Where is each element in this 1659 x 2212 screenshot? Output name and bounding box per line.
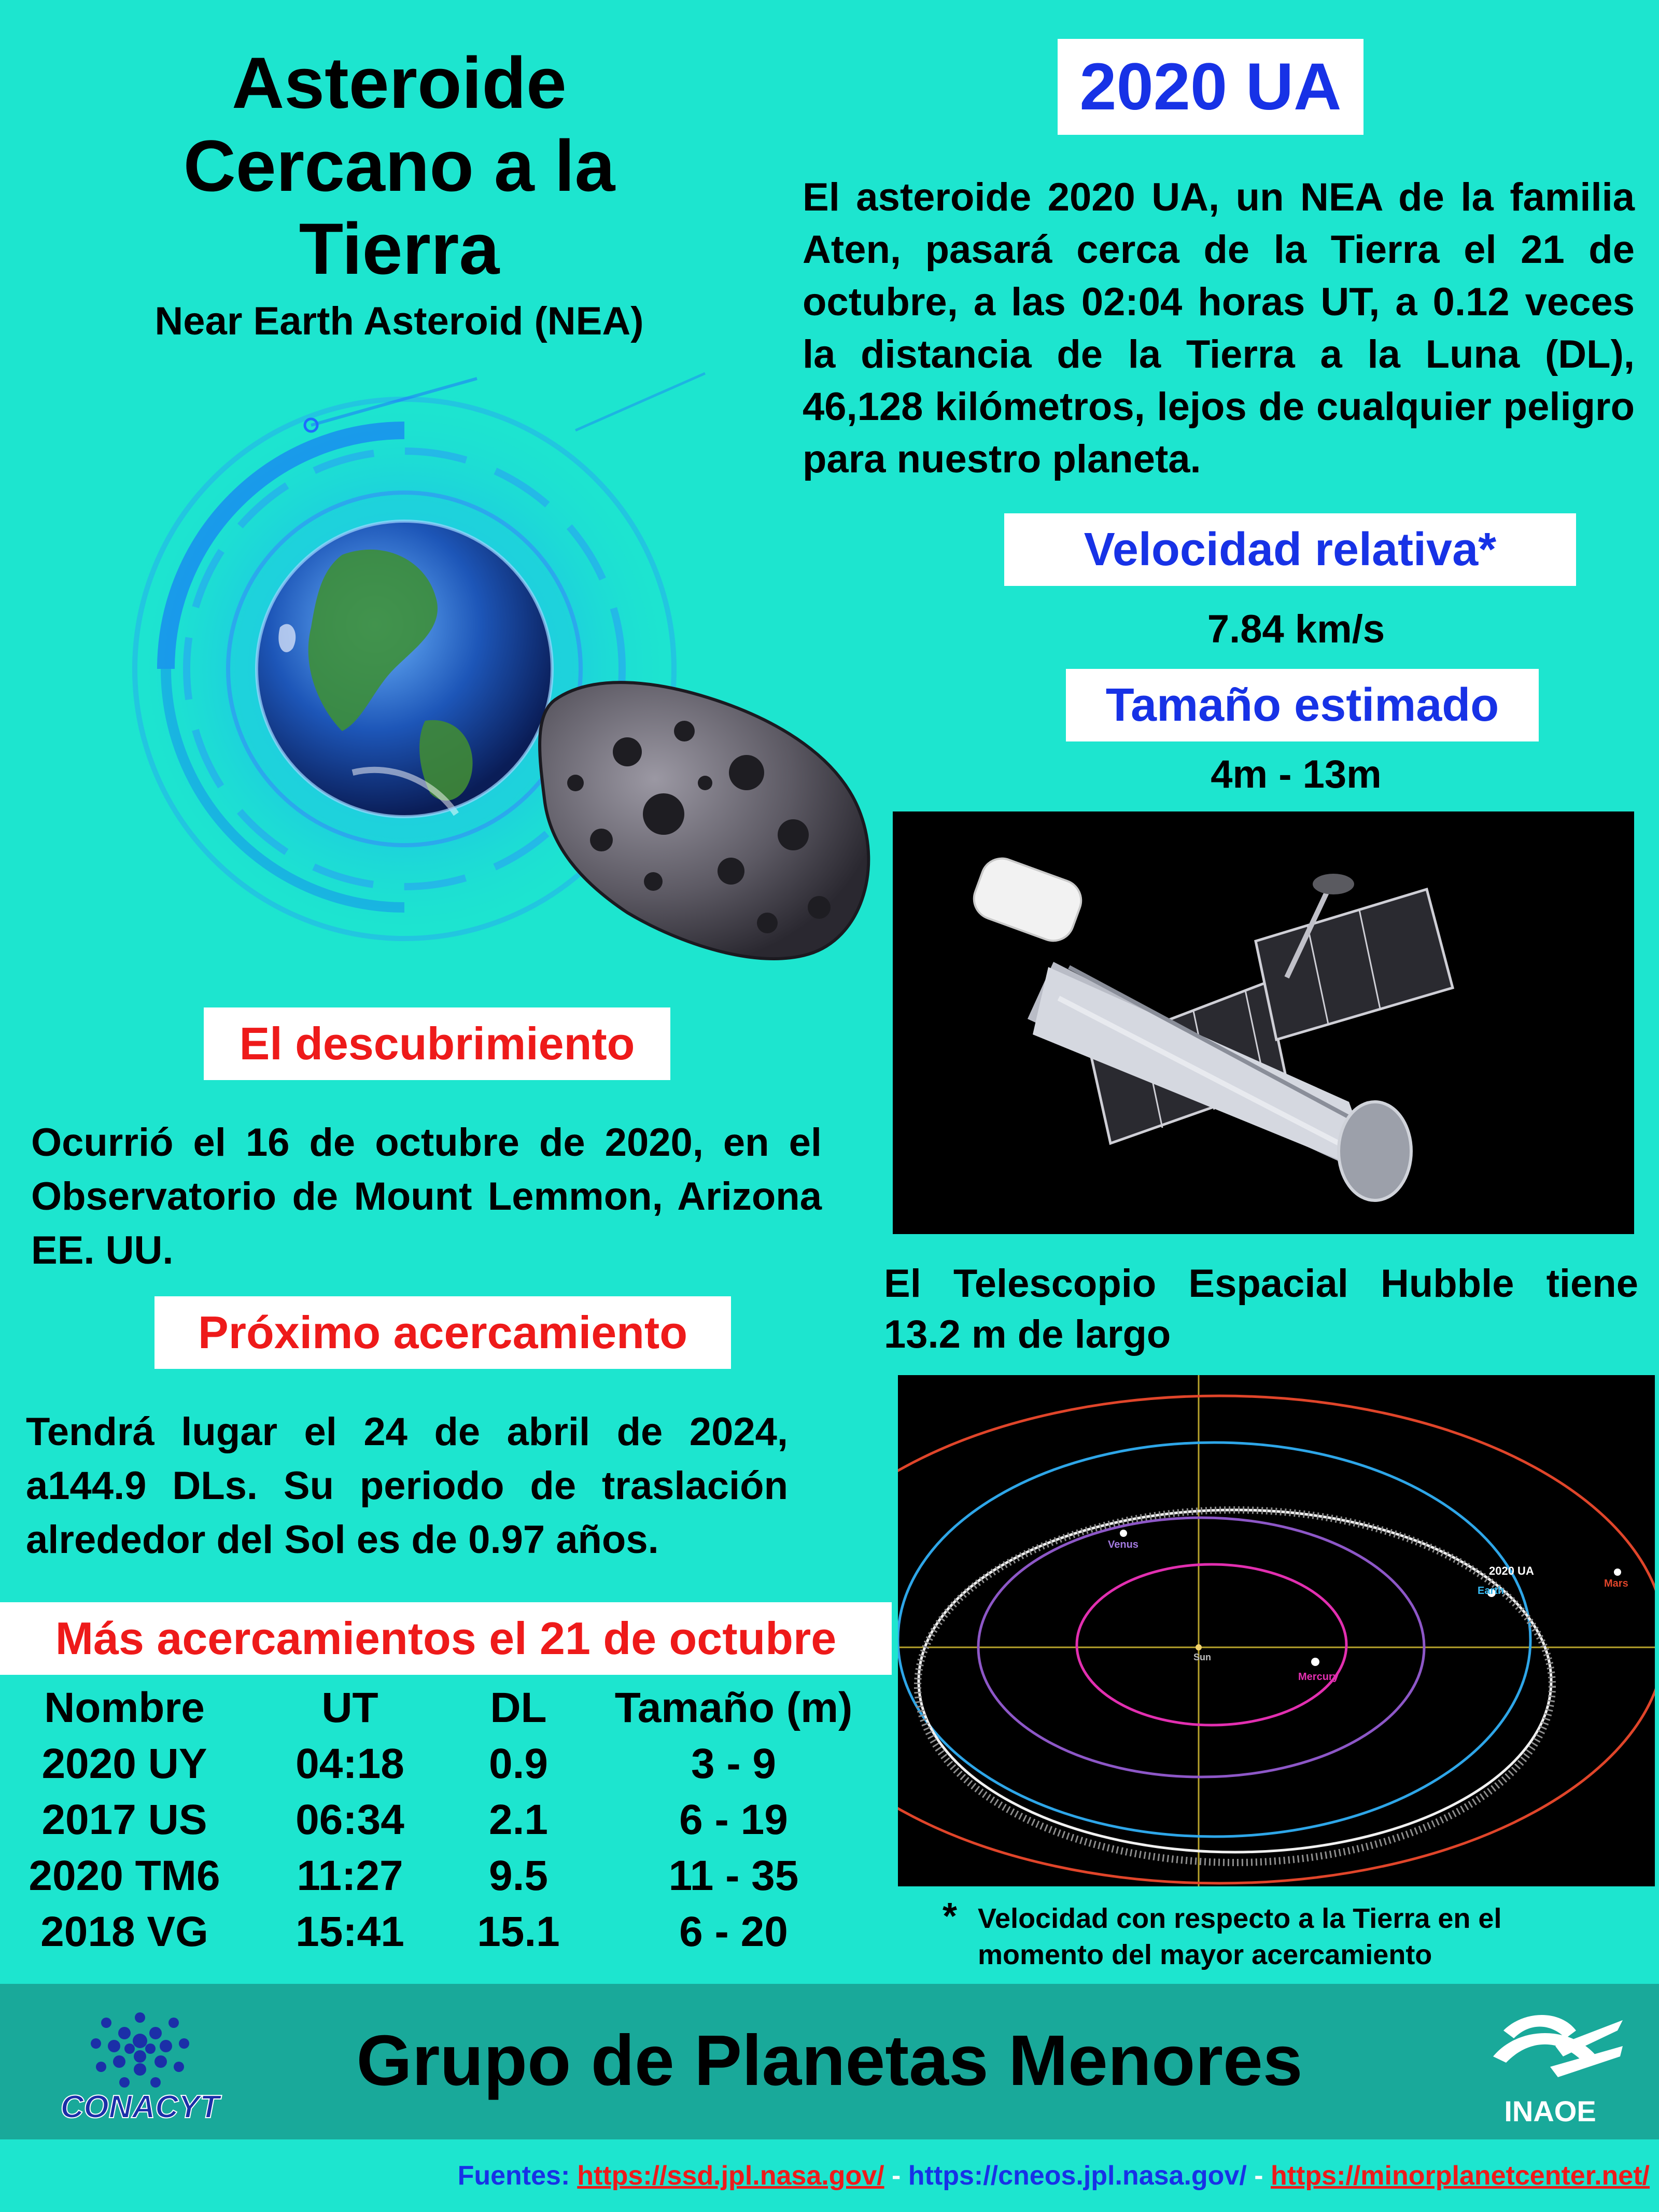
source-link-cneos[interactable]: https://cneos.jpl.nasa.gov/: [908, 2161, 1247, 2191]
telescope-body-icon: [973, 857, 1413, 1202]
table-cell: 15.1: [477, 1908, 560, 1955]
discovery-text: Ocurrió el 16 de octubre de 2020, en el …: [31, 1121, 822, 1272]
mars-label: Mars: [1604, 1578, 1628, 1589]
approaches-table: Nombre UT DL Tamaño (m) 2020 UY 04:18 0.…: [0, 1680, 881, 1960]
footnote: * Velocidad con respecto a la Tierra en …: [943, 1896, 1616, 1973]
table-cell: 06:34: [296, 1796, 404, 1843]
mercury-orbit: [1075, 1563, 1348, 1727]
size-label: Tamaño estimado: [1105, 679, 1499, 731]
earth-asteroid-illustration: [114, 372, 870, 960]
discovery-label: El descubrimiento: [239, 1018, 635, 1069]
earth-label: Earth: [1478, 1585, 1504, 1597]
venus-orbit: [977, 1516, 1426, 1779]
solar-panel-right-icon: [1254, 887, 1455, 1042]
earth-orbit: [898, 1441, 1532, 1838]
asteroid-name: 2020 UA: [1079, 50, 1342, 124]
footnote-line-2: momento del mayor acercamiento: [978, 1939, 1432, 1970]
column-header: Nombre: [44, 1684, 205, 1731]
inaoe-logo: INAOE: [1493, 2015, 1623, 2127]
conacyt-label: CONACYT: [61, 2089, 222, 2125]
hubble-caption: El Telescopio Espacial Hubble tiene 13.2…: [884, 1262, 1638, 1356]
table-row: 2017 US 06:34 2.1 6 - 19: [0, 1792, 881, 1848]
table-cell: 9.5: [489, 1852, 548, 1899]
title-line-2: Cercano a la: [183, 125, 615, 206]
asteroid-rock-icon: [538, 681, 870, 960]
subtitle: Near Earth Asteroid (NEA): [154, 299, 644, 343]
orbit-diagram: Sun Venus Earth 2020 UA Mars Mercury: [898, 1375, 1655, 1886]
table-cell: 0.9: [489, 1740, 548, 1787]
table-cell: 2018 VG: [40, 1908, 208, 1955]
table-cell: 2020 TM6: [29, 1852, 220, 1899]
table-cell: 15:41: [296, 1908, 404, 1955]
table-cell: 3 - 9: [691, 1740, 777, 1787]
mercury-marker: [1311, 1658, 1319, 1666]
earth-marker: [1487, 1589, 1496, 1597]
mercury-label: Mercury: [1298, 1671, 1339, 1683]
sources-separator: -: [884, 2161, 908, 2191]
column-header: DL: [490, 1684, 547, 1731]
column-header: Tamaño (m): [614, 1684, 853, 1731]
table-cell: 2020 UY: [41, 1740, 207, 1787]
next-approach-label-box: Próximo acercamiento: [154, 1296, 731, 1369]
discovery-label-box: El descubrimiento: [204, 1007, 670, 1080]
sources-line: Fuentes: https://ssd.jpl.nasa.gov/ - htt…: [0, 2139, 1659, 2212]
mars-marker: [1614, 1569, 1621, 1576]
title-line-1: Asteroide: [232, 42, 567, 123]
sun-marker: [1196, 1644, 1202, 1650]
size-value: 4m - 13m: [1211, 752, 1382, 796]
conacyt-logo: CONACYT: [60, 2012, 222, 2125]
size-label-box: Tamaño estimado: [1066, 669, 1539, 741]
table-cell: 6 - 19: [679, 1796, 788, 1843]
table-row: 2020 UY 04:18 0.9 3 - 9: [0, 1736, 881, 1792]
table-cell: 6 - 20: [679, 1908, 788, 1955]
footer-band: CONACYT Grupo de Planetas Menores INAOE: [0, 1984, 1659, 2139]
table-cell: 11 - 35: [668, 1852, 799, 1899]
inaoe-label: INAOE: [1504, 2095, 1596, 2127]
more-approaches-heading: Más acercamientos el 21 de octubre: [55, 1613, 837, 1664]
sun-label: Sun: [1193, 1652, 1211, 1662]
next-approach-label: Próximo acercamiento: [198, 1307, 687, 1358]
table-header-row: Nombre UT DL Tamaño (m): [0, 1680, 881, 1736]
column-header: UT: [321, 1684, 378, 1731]
velocity-value: 7.84 km/s: [1207, 607, 1385, 651]
velocity-label: Velocidad relativa*: [1084, 523, 1497, 576]
title-line-3: Tierra: [299, 208, 500, 289]
intro-paragraph: El asteroide 2020 UA, un NEA de la famil…: [803, 175, 1635, 481]
hubble-telescope-photo: [893, 811, 1634, 1234]
venus-label: Venus: [1108, 1539, 1138, 1550]
table-cell: 04:18: [296, 1740, 404, 1787]
table-cell: 2017 US: [41, 1796, 207, 1843]
sources-label: Fuentes:: [457, 2161, 570, 2191]
table-cell: 2.1: [489, 1796, 548, 1843]
table-cell: 11:27: [297, 1852, 403, 1899]
earth-globe-icon: [255, 520, 554, 818]
footnote-mark: *: [943, 1896, 958, 1937]
table-row: 2018 VG 15:41 15.1 6 - 20: [0, 1904, 881, 1960]
title-block: Asteroide Cercano a la Tierra Near Earth…: [78, 41, 721, 347]
source-link-mpc[interactable]: https://minorplanetcenter.net/: [1271, 2161, 1650, 2191]
next-approach-text: Tendrá lugar el 24 de abril de 2024, a14…: [26, 1410, 788, 1562]
venus-marker: [1120, 1530, 1127, 1537]
mars-orbit: [898, 1394, 1655, 1885]
sources-separator: -: [1246, 2161, 1271, 2191]
source-link-ssd[interactable]: https://ssd.jpl.nasa.gov/: [577, 2161, 884, 2191]
footnote-line-1: Velocidad con respecto a la Tierra en el: [978, 1903, 1502, 1934]
asteroid-name-box: 2020 UA: [1058, 39, 1363, 135]
group-name: Grupo de Planetas Menores: [356, 2021, 1303, 2101]
table-row: 2020 TM6 11:27 9.5 11 - 35: [0, 1848, 881, 1904]
asteroid-label: 2020 UA: [1489, 1564, 1534, 1577]
velocity-label-box: Velocidad relativa*: [1004, 513, 1576, 586]
more-approaches-heading-box: Más acercamientos el 21 de octubre: [0, 1602, 892, 1675]
